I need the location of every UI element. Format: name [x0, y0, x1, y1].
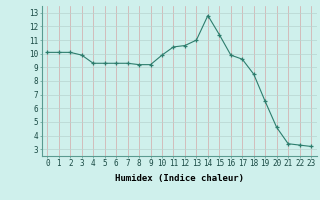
- X-axis label: Humidex (Indice chaleur): Humidex (Indice chaleur): [115, 174, 244, 183]
